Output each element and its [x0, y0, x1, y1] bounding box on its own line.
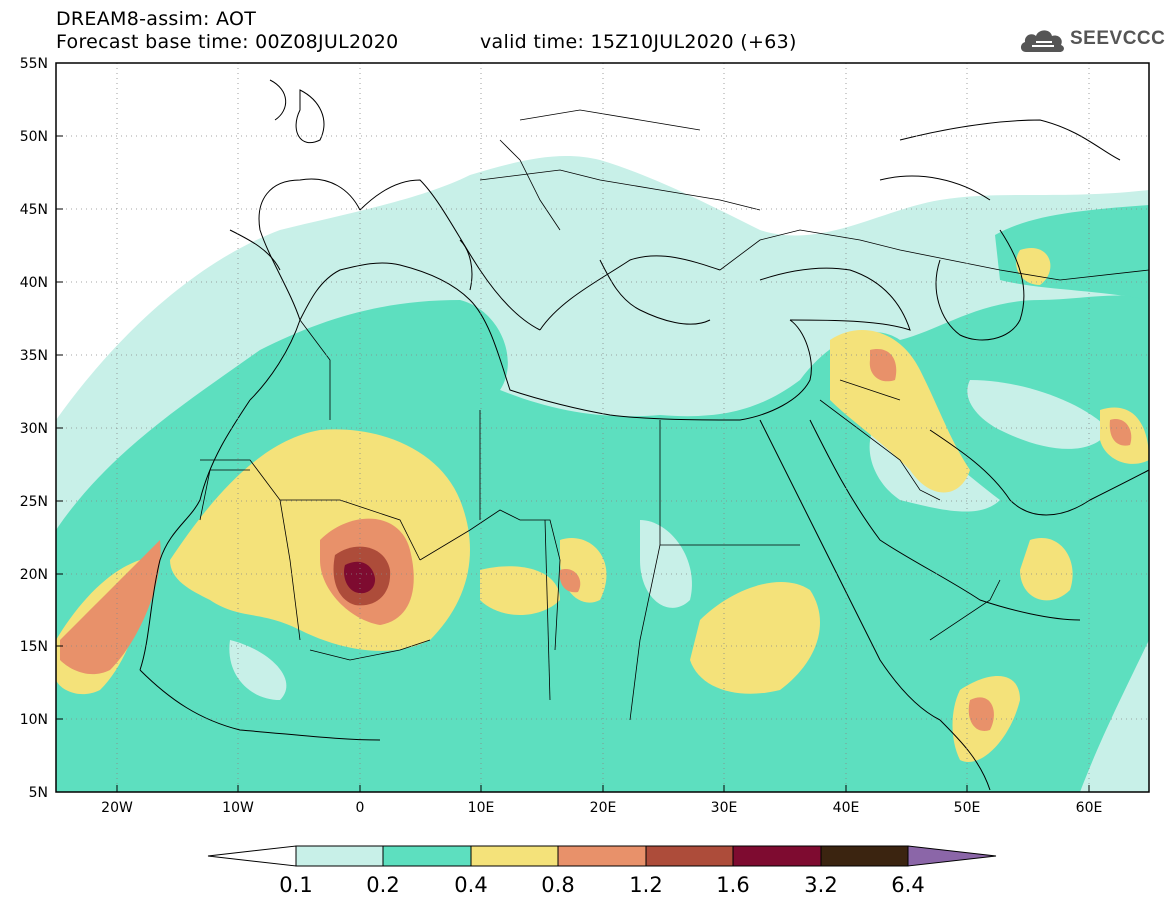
lat-label: 10N [20, 712, 48, 728]
valid-time: valid time: 15Z10JUL2020 (+63) [480, 31, 797, 53]
colorbar-bin [557, 845, 647, 867]
seevccc-logo: SEEVCCC [1018, 22, 1165, 58]
colorbar-label: 1.6 [716, 873, 749, 897]
colorbar-label: 0.4 [454, 873, 487, 897]
axis-ticks [56, 62, 1090, 793]
cloud-logo-icon [1020, 30, 1064, 52]
colorbar-label: 3.2 [804, 873, 837, 897]
lat-label: 15N [20, 639, 48, 655]
lat-label: 55N [20, 56, 48, 72]
lat-label: 40N [20, 275, 48, 291]
map-title: DREAM8-assim: AOT [56, 8, 257, 30]
lat-label: 35N [20, 348, 48, 364]
aot-field [56, 63, 1149, 792]
colorbar-label: 6.4 [891, 873, 924, 897]
lon-label: 30E [711, 800, 738, 816]
lat-label: 25N [20, 494, 48, 510]
lon-label: 60E [1076, 800, 1103, 816]
colorbar-bin [645, 845, 734, 867]
lat-label: 20N [20, 567, 48, 583]
colorbar-bin [820, 845, 909, 867]
colorbar-bin [382, 845, 472, 867]
country-borders [199, 109, 1149, 721]
lon-label: 40E [833, 800, 860, 816]
graticule [56, 63, 1149, 792]
colorbar: 0.1 0.2 0.4 0.8 1.2 1.6 3.2 6.4 [207, 845, 997, 897]
colorbar-label: 0.8 [541, 873, 574, 897]
lat-label: 30N [20, 421, 48, 437]
colorbar-bin [470, 845, 559, 867]
lon-label: 20E [590, 800, 617, 816]
colorbar-under-triangle [207, 845, 297, 867]
colorbar-bin [732, 845, 822, 867]
coastlines [139, 79, 1149, 791]
lat-label: 5N [29, 785, 48, 801]
colorbar-bin [295, 845, 384, 867]
lat-label: 50N [20, 129, 48, 145]
forecast-base-time: Forecast base time: 00Z08JUL2020 [56, 31, 399, 53]
lon-label: 0 [356, 800, 365, 816]
logo-text: SEEVCCC [1070, 28, 1165, 49]
lon-label: 10W [222, 800, 254, 816]
colorbar-label: 0.1 [279, 873, 312, 897]
colorbar-label: 1.2 [629, 873, 662, 897]
colorbar-label: 0.2 [366, 873, 399, 897]
colorbar-over-triangle [907, 845, 997, 867]
lat-label: 45N [20, 202, 48, 218]
aot-region-maroon [344, 561, 376, 594]
lon-label: 10E [468, 800, 495, 816]
lon-label: 50E [954, 800, 981, 816]
lon-label: 20W [101, 800, 133, 816]
